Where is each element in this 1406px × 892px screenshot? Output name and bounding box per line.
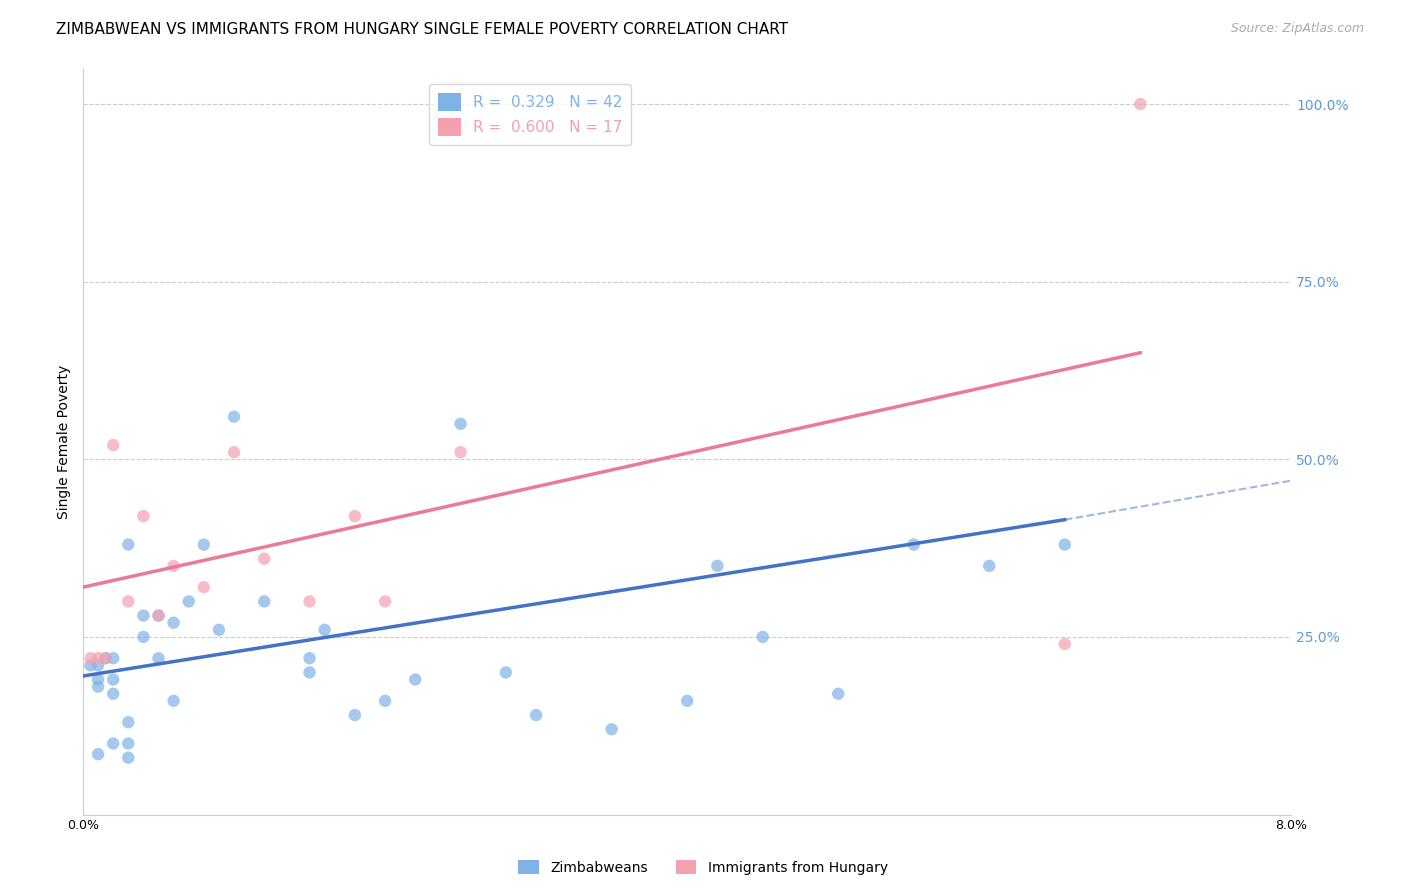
Point: [193, 537, 215, 551]
Point: [343, 509, 366, 524]
Point: [87, 658, 110, 673]
Point: [117, 737, 139, 751]
Point: [751, 630, 773, 644]
Point: [298, 665, 321, 680]
Legend: Zimbabweans, Immigrants from Hungary: Zimbabweans, Immigrants from Hungary: [513, 855, 893, 880]
Point: [979, 558, 1001, 573]
Point: [222, 445, 245, 459]
Point: [162, 615, 184, 630]
Point: [253, 551, 276, 566]
Point: [374, 694, 396, 708]
Point: [676, 694, 699, 708]
Point: [1053, 637, 1076, 651]
Point: [208, 623, 231, 637]
Point: [79, 658, 101, 673]
Point: [1129, 97, 1152, 112]
Point: [103, 673, 125, 687]
Point: [495, 665, 517, 680]
Point: [103, 737, 125, 751]
Point: [79, 651, 101, 665]
Point: [103, 438, 125, 452]
Point: [103, 651, 125, 665]
Point: [374, 594, 396, 608]
Point: [177, 594, 200, 608]
Point: [706, 558, 728, 573]
Point: [94, 651, 117, 665]
Y-axis label: Single Female Poverty: Single Female Poverty: [58, 365, 72, 518]
Point: [298, 651, 321, 665]
Legend: R =  0.329   N = 42, R =  0.600   N = 17: R = 0.329 N = 42, R = 0.600 N = 17: [429, 84, 631, 145]
Point: [148, 651, 170, 665]
Point: [1053, 537, 1076, 551]
Point: [103, 687, 125, 701]
Text: Source: ZipAtlas.com: Source: ZipAtlas.com: [1230, 22, 1364, 36]
Point: [162, 558, 184, 573]
Point: [132, 509, 155, 524]
Point: [222, 409, 245, 424]
Point: [132, 608, 155, 623]
Point: [193, 580, 215, 594]
Point: [314, 623, 336, 637]
Point: [117, 537, 139, 551]
Point: [87, 680, 110, 694]
Point: [450, 445, 472, 459]
Point: [87, 651, 110, 665]
Point: [148, 608, 170, 623]
Point: [148, 608, 170, 623]
Point: [450, 417, 472, 431]
Point: [343, 708, 366, 723]
Point: [253, 594, 276, 608]
Point: [600, 723, 623, 737]
Point: [117, 715, 139, 730]
Point: [903, 537, 925, 551]
Text: ZIMBABWEAN VS IMMIGRANTS FROM HUNGARY SINGLE FEMALE POVERTY CORRELATION CHART: ZIMBABWEAN VS IMMIGRANTS FROM HUNGARY SI…: [56, 22, 789, 37]
Point: [524, 708, 547, 723]
Point: [117, 594, 139, 608]
Point: [827, 687, 849, 701]
Point: [94, 651, 117, 665]
Point: [87, 673, 110, 687]
Point: [162, 694, 184, 708]
Point: [298, 594, 321, 608]
Point: [87, 747, 110, 761]
Point: [117, 750, 139, 764]
Point: [404, 673, 426, 687]
Point: [132, 630, 155, 644]
